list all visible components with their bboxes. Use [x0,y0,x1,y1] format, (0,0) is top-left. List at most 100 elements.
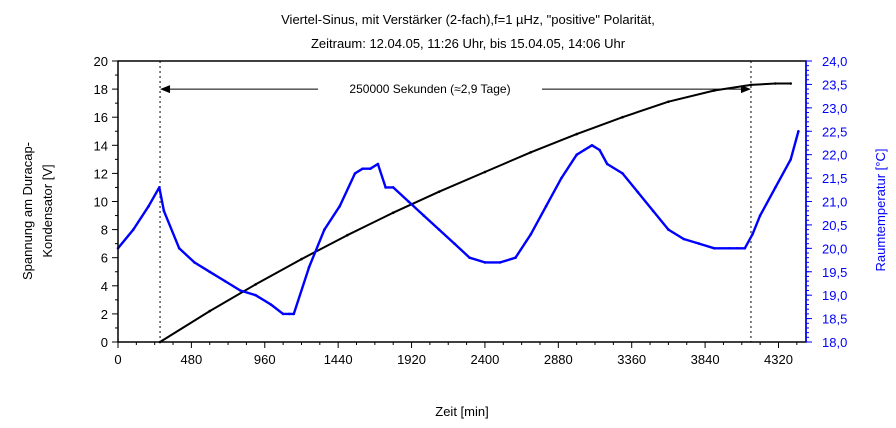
temperature-point [437,228,441,231]
y-axis-right-label: Raumtemperatur [°C] [873,149,888,272]
voltage-point [208,309,211,313]
temperature-point [376,162,380,166]
y-right-tick-label: 23,5 [822,77,847,92]
y-right-tick-label: 20,5 [822,218,847,233]
x-tick-label: 480 [181,352,203,367]
temperature-point [751,233,754,236]
voltage-point [621,115,624,119]
temperature-point [147,204,150,208]
temperature-point [281,312,285,316]
y-right-tick-label: 18,0 [822,335,847,350]
temperature-point [774,186,777,189]
y-axis-left-label: Spannung am Duracap- Kondensator [V] [20,142,55,280]
temperature-point [384,186,387,189]
x-tick-label: 1920 [397,352,426,367]
temperature-point [697,242,701,245]
data-series [116,82,800,344]
temperature-point [667,228,670,231]
voltage-point [391,211,395,214]
temperature-point [575,153,578,156]
temperature-point [239,289,242,292]
temperature-point [758,214,762,217]
temperature-point [498,261,502,264]
y-axis-left-label-line1: Spannung am Duracap- [20,142,35,280]
x-tick-label: 2880 [544,352,573,367]
temperature-point [468,256,471,260]
temperature-point [682,237,685,241]
x-tick-label: 0 [114,352,121,367]
temperature-point [651,209,655,213]
x-tick-label: 1440 [324,352,353,367]
temperature-point [483,261,487,264]
y-right-tick-label: 21,5 [822,171,847,186]
temperature-point [391,186,395,189]
y-axis-left-label-line2: Kondensator [V] [40,164,55,257]
temperature-point [338,204,342,208]
y-left-tick-label: 20 [94,54,108,69]
temperature-point [177,247,181,250]
y-left-tick-label: 2 [101,307,108,322]
axes: 0 480 960 1440 1920 2400 2880 3360 3840 4320 0 2 4 6 8… [94,54,848,367]
chart-title-line2: Zeitraum: 12.04.05, 11:26 Uhr, bis 15.04… [311,36,626,51]
temperature-point [223,279,227,283]
y-left-tick-label: 16 [94,110,108,125]
voltage-point [346,233,349,237]
temperature-point [158,186,161,189]
temperature-point [132,228,135,231]
temperature-point [369,167,372,170]
voltage-point [254,283,257,286]
temperature-point [728,247,731,250]
x-tick-label: 3360 [617,352,646,367]
y-right-tick-label: 24,0 [822,54,847,69]
y-left-tick-label: 8 [101,223,108,238]
y-left-tick-label: 6 [101,251,108,266]
temperature-point [514,256,517,260]
y-right-tick-label: 22,0 [822,148,847,163]
temperature-point [361,167,364,170]
voltage-point [749,83,753,87]
x-tick-label: 4320 [764,352,793,367]
temperature-point [208,270,211,274]
plot-area-frame [117,60,807,343]
y-right-tick-label: 21,0 [822,195,847,210]
y-left-tick-label: 12 [94,166,108,181]
x-tick-label: 3840 [691,352,720,367]
y-right-tick-label: 19,5 [822,265,847,280]
voltage-point [667,100,670,103]
voltage-point [774,82,777,85]
temperature-point [636,190,640,194]
voltage-line [159,82,791,343]
temperature-point [590,144,594,147]
chart-title: Viertel-Sinus, mit Verstärker (2-fach),f… [281,12,655,51]
y-left-tick-label: 4 [101,279,108,294]
temperature-point [422,214,426,217]
y-right-tick-label: 23,0 [822,101,847,116]
voltage-point [713,89,716,92]
x-tick-label: 2400 [470,352,499,367]
temperature-point [598,148,601,152]
temperature-point [797,130,800,133]
voltage-point [483,170,487,174]
annotation-arrowhead-right [740,85,751,94]
temperature-point [353,172,357,175]
temperature-point [193,261,196,264]
temperature-point [254,293,257,297]
temperature-point [162,209,166,213]
y-right-tick-label: 19,0 [822,288,847,303]
temperature-point [407,200,410,203]
annotation-arrowhead-left [160,85,171,94]
temperature-point [529,233,533,236]
temperature-point [269,303,273,306]
temperature-point [583,148,586,152]
y-axis-right-label-text: Raumtemperatur [°C] [873,149,888,272]
temperature-point [292,312,296,316]
y-left-tick-label: 18 [94,82,108,97]
x-axis-label: Zeit [min] [435,404,488,419]
temperature-point [287,312,291,316]
temperature-point [544,204,548,208]
temperature-point [605,162,609,166]
voltage-point [789,82,792,85]
voltage-point [529,151,533,154]
annotation-label: 250000 Sekunden (≈2,9 Tage) [349,82,510,96]
